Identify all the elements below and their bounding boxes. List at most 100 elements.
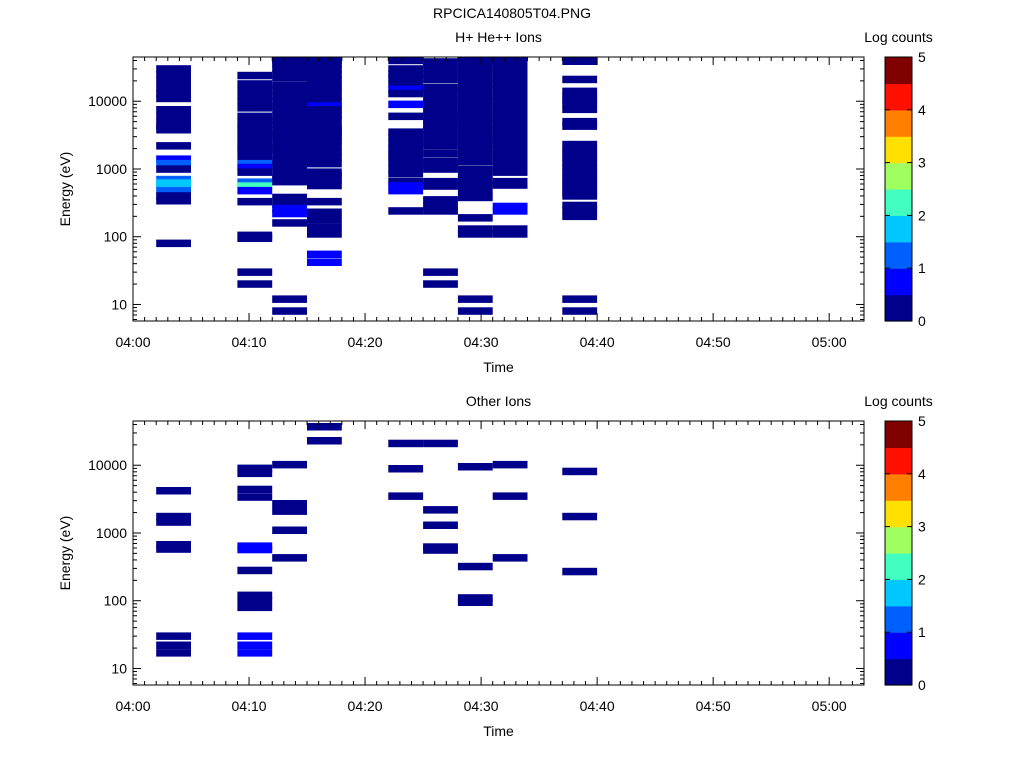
colorbar: 0 1 2 3 4 5 Log counts bbox=[864, 393, 933, 693]
heatmap-cell bbox=[307, 148, 342, 156]
colorbar-segment bbox=[885, 67, 912, 71]
heatmap-cell bbox=[388, 139, 424, 147]
heatmap-cell bbox=[492, 126, 528, 134]
heatmap-cell bbox=[423, 64, 458, 72]
heatmap-cell bbox=[423, 83, 458, 92]
heatmap-cell bbox=[307, 57, 342, 65]
heatmap-cell bbox=[562, 57, 598, 65]
heatmap-cell bbox=[307, 153, 342, 161]
heatmap-cell bbox=[423, 70, 458, 79]
heatmap-cell bbox=[457, 598, 493, 606]
colorbar-segment bbox=[885, 189, 912, 193]
x-tick-label: 04:30 bbox=[464, 334, 499, 350]
colorbar-segment bbox=[885, 505, 912, 509]
heatmap-cell bbox=[237, 597, 273, 605]
colorbar-segment bbox=[885, 310, 912, 314]
colorbar-segment bbox=[885, 291, 912, 296]
heatmap-cell bbox=[457, 69, 493, 77]
colorbar-segment bbox=[885, 91, 912, 95]
colorbar-tick-label: 0 bbox=[918, 677, 926, 693]
y-tick-label: 10 bbox=[111, 660, 127, 676]
colorbar-segment bbox=[885, 152, 912, 156]
colorbar-tick-label: 0 bbox=[918, 313, 926, 329]
colorbar-tick-label: 5 bbox=[918, 49, 926, 65]
heatmap-cell bbox=[156, 77, 191, 85]
colorbar-segment bbox=[885, 481, 912, 485]
colorbar-segment bbox=[885, 587, 912, 591]
colorbar-tick-label: 3 bbox=[918, 519, 926, 535]
heatmap-cell bbox=[272, 200, 307, 209]
colorbar-segment bbox=[885, 78, 912, 82]
colorbar-segment bbox=[885, 576, 912, 580]
heatmap-cell bbox=[423, 177, 458, 186]
colorbar-segment bbox=[885, 154, 912, 158]
heatmap-cell bbox=[457, 97, 493, 105]
heatmap-cell bbox=[457, 60, 493, 69]
heatmap-cell bbox=[457, 74, 493, 82]
heatmap-cell bbox=[272, 106, 307, 114]
colorbar-segment bbox=[885, 640, 912, 644]
colorbar-segment bbox=[885, 88, 912, 92]
colorbar-segment bbox=[885, 215, 912, 219]
heatmap-cell bbox=[492, 202, 528, 211]
heatmap-cell bbox=[423, 196, 458, 204]
heatmap-cell bbox=[457, 175, 493, 184]
colorbar-segment bbox=[885, 468, 912, 472]
colorbar-segment bbox=[885, 70, 912, 74]
heatmap-cell bbox=[237, 163, 273, 172]
colorbar-segment bbox=[885, 450, 912, 454]
heatmap-cell bbox=[388, 153, 424, 161]
colorbar-segment bbox=[885, 194, 912, 198]
colorbar-segment bbox=[885, 268, 912, 272]
heatmap-cell bbox=[156, 239, 191, 248]
colorbar-segment bbox=[885, 181, 912, 185]
heatmap-cell bbox=[492, 151, 528, 159]
heatmap-cell bbox=[492, 140, 528, 149]
heatmap-cell bbox=[492, 460, 528, 469]
heatmap-cell bbox=[237, 493, 273, 501]
heatmap-cell bbox=[388, 133, 424, 142]
heatmap-cell bbox=[237, 632, 273, 640]
colorbar-segment bbox=[885, 294, 912, 298]
colorbar-segment bbox=[885, 159, 912, 164]
heatmap-cell bbox=[388, 57, 424, 65]
x-tick-label: 04:40 bbox=[580, 698, 615, 714]
heatmap-cell bbox=[457, 181, 493, 189]
heatmap-cell bbox=[423, 75, 458, 84]
heatmap-cell bbox=[457, 57, 493, 65]
colorbar-segment bbox=[885, 613, 912, 617]
heatmap-cell bbox=[388, 128, 424, 136]
colorbar-segment bbox=[885, 637, 912, 641]
heatmap-cell bbox=[237, 104, 273, 112]
colorbar-segment bbox=[885, 112, 912, 116]
colorbar-segment bbox=[885, 621, 912, 625]
heatmap-cell bbox=[156, 155, 191, 163]
heatmap-cell bbox=[492, 92, 528, 100]
colorbar-segment bbox=[885, 196, 912, 201]
x-axis: 04:00 04:10 04:20 04:30 04:40 04:50 05:00 bbox=[115, 421, 865, 714]
heatmap-cell bbox=[457, 119, 493, 127]
colorbar-segment bbox=[885, 600, 912, 604]
colorbar-segment bbox=[885, 487, 912, 491]
x-tick-label: 04:10 bbox=[232, 334, 267, 350]
heatmap-cell bbox=[423, 126, 458, 134]
heatmap-cell bbox=[492, 65, 528, 73]
heatmap-cell bbox=[388, 177, 424, 186]
colorbar-segment bbox=[885, 619, 912, 623]
heatmap-cell bbox=[457, 65, 493, 73]
heatmap-cell bbox=[492, 121, 528, 129]
y-tick-label: 10000 bbox=[88, 93, 127, 109]
heatmap-cell bbox=[307, 176, 342, 185]
heatmap-cell bbox=[156, 487, 191, 495]
heatmap-cell bbox=[237, 159, 273, 168]
colorbar-segment bbox=[885, 149, 912, 153]
heatmap-cell bbox=[272, 120, 307, 128]
heatmap-cell bbox=[272, 132, 307, 141]
heatmap-cell bbox=[156, 159, 191, 168]
colorbar-segment bbox=[885, 494, 912, 499]
heatmap-cell bbox=[156, 649, 191, 657]
heatmap-cell bbox=[423, 182, 458, 190]
heatmap-cell bbox=[272, 295, 307, 303]
heatmap-cell bbox=[423, 131, 458, 139]
heatmap-cell bbox=[492, 115, 528, 123]
